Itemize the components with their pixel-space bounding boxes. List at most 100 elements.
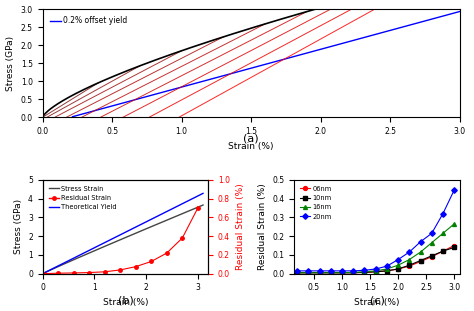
Line: Stress Strain: Stress Strain — [43, 205, 203, 274]
16nm — [328, 271, 334, 275]
16nm — [451, 222, 457, 226]
Text: (c): (c) — [370, 296, 384, 306]
10nm — [395, 267, 401, 271]
Legend: 0.2% offset yield: 0.2% offset yield — [46, 13, 131, 28]
Stress Strain — [175, 214, 181, 217]
06nm — [395, 267, 401, 271]
10nm — [328, 271, 334, 275]
20nm — [294, 269, 300, 273]
Residual Strain — [180, 236, 185, 240]
Stress Strain — [135, 230, 141, 234]
0.2% offset yield — [129, 99, 135, 102]
16nm — [384, 267, 390, 271]
0.2% offset yield — [257, 64, 263, 67]
16nm — [362, 270, 367, 274]
10nm — [350, 271, 356, 275]
Residual Strain — [195, 206, 201, 210]
Residual Strain — [71, 271, 76, 275]
Residual Strain — [164, 251, 170, 255]
20nm — [373, 267, 378, 271]
20nm — [384, 264, 390, 268]
10nm — [362, 271, 367, 274]
16nm — [294, 271, 300, 275]
Line: Theoretical Yield: Theoretical Yield — [43, 193, 203, 274]
Line: 10nm: 10nm — [295, 245, 456, 275]
Y-axis label: Stress (GPa): Stress (GPa) — [13, 199, 22, 254]
10nm — [305, 271, 311, 275]
0.2% offset yield — [315, 48, 320, 52]
10nm — [317, 271, 322, 275]
0.2% offset yield — [432, 16, 438, 20]
10nm — [451, 245, 457, 249]
0.2% offset yield — [370, 33, 376, 37]
Residual Strain — [148, 260, 154, 263]
20nm — [362, 268, 367, 272]
Stress Strain — [40, 272, 46, 276]
Residual Strain — [86, 271, 92, 274]
20nm — [406, 250, 412, 254]
10nm — [373, 270, 378, 274]
Theoretical Yield — [135, 224, 140, 228]
10nm — [406, 263, 412, 267]
Residual Strain — [118, 268, 123, 272]
Text: (b): (b) — [118, 296, 133, 306]
06nm — [406, 264, 412, 268]
10nm — [294, 271, 300, 275]
Line: 16nm: 16nm — [295, 222, 456, 275]
Text: (a): (a) — [244, 133, 259, 143]
06nm — [418, 260, 423, 263]
X-axis label: Strain (%): Strain (%) — [228, 142, 274, 151]
10nm — [384, 269, 390, 273]
Theoretical Yield — [40, 272, 46, 275]
06nm — [305, 271, 311, 275]
06nm — [440, 249, 446, 253]
Theoretical Yield — [185, 199, 191, 203]
Line: Residual Strain: Residual Strain — [41, 206, 200, 276]
10nm — [440, 249, 446, 253]
X-axis label: Strain (%): Strain (%) — [103, 298, 148, 307]
Y-axis label: Residual Strain (%): Residual Strain (%) — [236, 183, 245, 270]
X-axis label: Strain (%): Strain (%) — [354, 298, 400, 307]
Stress Strain — [40, 272, 46, 275]
16nm — [317, 271, 322, 275]
20nm — [317, 269, 322, 273]
Theoretical Yield — [200, 192, 206, 195]
16nm — [418, 250, 423, 254]
06nm — [429, 255, 435, 259]
06nm — [317, 271, 322, 275]
Theoretical Yield — [40, 272, 46, 276]
20nm — [305, 269, 311, 273]
Stress Strain — [200, 203, 206, 207]
06nm — [294, 271, 300, 275]
10nm — [339, 271, 345, 275]
20nm — [429, 231, 435, 235]
20nm — [451, 188, 457, 192]
Theoretical Yield — [138, 223, 144, 226]
16nm — [373, 269, 378, 273]
Line: 06nm: 06nm — [295, 244, 456, 275]
06nm — [339, 271, 345, 275]
16nm — [406, 258, 412, 262]
Stress Strain — [185, 209, 191, 213]
16nm — [440, 231, 446, 235]
20nm — [418, 240, 423, 244]
Line: 0.2% offset yield: 0.2% offset yield — [73, 10, 467, 117]
16nm — [429, 241, 435, 244]
06nm — [362, 271, 367, 274]
06nm — [350, 271, 356, 275]
Y-axis label: Residual Strain (%): Residual Strain (%) — [258, 183, 267, 270]
16nm — [350, 271, 356, 274]
10nm — [429, 254, 435, 258]
Residual Strain — [40, 272, 46, 276]
06nm — [373, 270, 378, 274]
20nm — [395, 258, 401, 262]
Stress Strain — [135, 230, 140, 234]
0.2% offset yield — [298, 53, 303, 57]
06nm — [328, 271, 334, 275]
0.2% offset yield — [70, 115, 75, 118]
20nm — [350, 269, 356, 273]
Y-axis label: Stress (GPa): Stress (GPa) — [6, 36, 15, 91]
16nm — [339, 271, 345, 275]
0.2% offset yield — [464, 8, 470, 12]
Legend: Stress Strain, Residual Strain, Theoretical Yield: Stress Strain, Residual Strain, Theoreti… — [46, 183, 119, 213]
